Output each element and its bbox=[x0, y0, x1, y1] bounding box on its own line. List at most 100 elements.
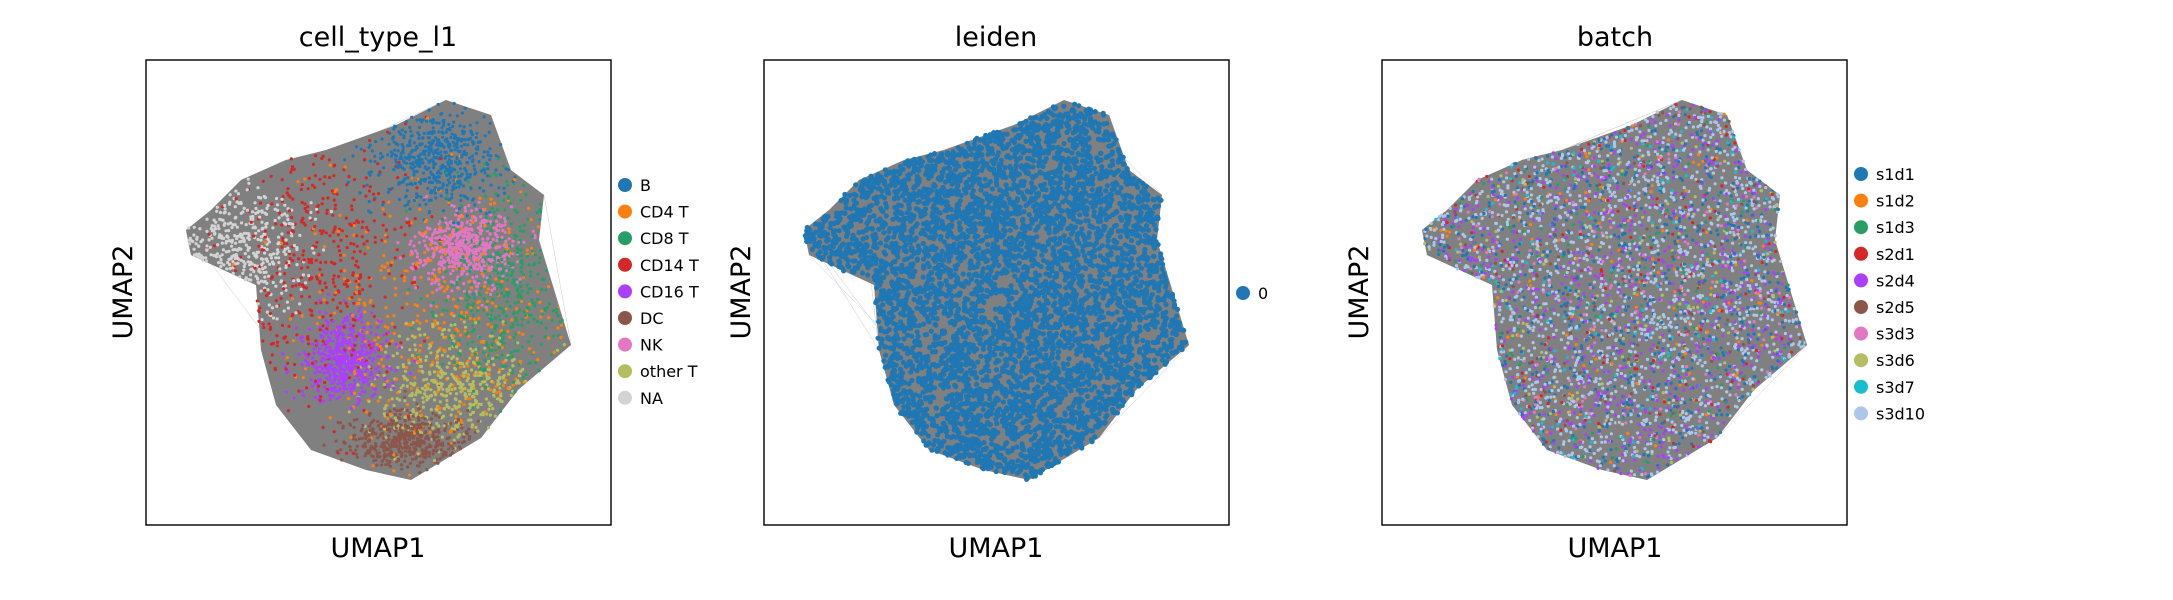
scatter-point bbox=[445, 173, 449, 177]
scatter-point bbox=[410, 251, 414, 255]
scatter-point bbox=[427, 176, 432, 180]
scatter-point bbox=[437, 169, 441, 173]
scatter-point bbox=[338, 301, 342, 305]
legend-label: NA bbox=[640, 389, 663, 408]
scatter-point bbox=[432, 430, 436, 434]
scatter-point bbox=[458, 314, 462, 318]
scatter-point bbox=[438, 270, 442, 274]
scatter-point bbox=[456, 440, 461, 444]
scatter-point bbox=[489, 202, 493, 206]
scatter-point bbox=[367, 424, 371, 428]
scatter-point bbox=[368, 185, 372, 189]
scatter-point bbox=[966, 272, 972, 278]
scatter-point bbox=[408, 144, 412, 148]
scatter-point bbox=[417, 369, 421, 373]
scatter-point bbox=[494, 154, 498, 158]
scatter-point bbox=[460, 310, 464, 314]
scatter-point bbox=[350, 295, 354, 299]
scatter-point bbox=[449, 148, 453, 152]
scatter-point bbox=[244, 231, 249, 235]
scatter-point bbox=[427, 166, 431, 170]
scatter-point bbox=[376, 399, 380, 403]
scatter-point bbox=[402, 445, 406, 450]
scatter-point bbox=[466, 376, 470, 380]
scatter-point bbox=[352, 418, 356, 422]
scatter-point bbox=[447, 447, 451, 451]
scatter-point bbox=[506, 294, 510, 298]
scatter-point bbox=[373, 350, 377, 354]
scatter-point bbox=[508, 335, 512, 339]
scatter-point bbox=[219, 218, 223, 222]
scatter-point bbox=[467, 203, 471, 208]
scatter-point bbox=[517, 381, 521, 385]
scatter-point bbox=[448, 237, 452, 242]
scatter-point bbox=[422, 339, 427, 343]
scatter-point bbox=[396, 457, 400, 461]
scatter-point bbox=[454, 213, 458, 217]
scatter-point bbox=[467, 437, 471, 441]
scatter-point bbox=[246, 177, 250, 181]
scatter-point bbox=[254, 206, 258, 211]
scatter-point bbox=[386, 314, 390, 319]
scatter-point bbox=[292, 396, 296, 400]
scatter-point bbox=[459, 224, 463, 228]
scatter-point bbox=[419, 275, 423, 280]
scatter-point bbox=[472, 141, 476, 145]
scatter-point bbox=[506, 257, 510, 261]
scatter-point bbox=[249, 215, 253, 219]
scatter-point bbox=[446, 354, 450, 358]
scatter-point bbox=[481, 168, 486, 172]
scatter-point bbox=[482, 221, 486, 225]
scatter-point bbox=[405, 408, 409, 412]
scatter-point bbox=[474, 425, 478, 429]
scatter-point bbox=[432, 155, 436, 159]
scatter-point bbox=[394, 369, 398, 373]
scatter-point bbox=[535, 211, 539, 215]
scatter-point bbox=[506, 329, 510, 333]
scatter-point bbox=[359, 273, 363, 277]
scatter-point bbox=[381, 203, 385, 207]
scatter-point bbox=[376, 192, 381, 196]
scatter-point bbox=[313, 217, 318, 221]
scatter-point bbox=[350, 353, 354, 357]
legend-label: CD14 T bbox=[640, 256, 699, 275]
scatter-point bbox=[421, 421, 425, 425]
scatter-point bbox=[412, 141, 416, 145]
scatter-point bbox=[283, 203, 287, 207]
scatter-point bbox=[362, 149, 366, 153]
scatter-point bbox=[455, 146, 459, 150]
scatter-point bbox=[355, 259, 359, 263]
scatter-point bbox=[393, 148, 397, 152]
scatter-point bbox=[321, 324, 325, 328]
scatter-point bbox=[435, 364, 439, 368]
scatter-point bbox=[209, 253, 213, 257]
scatter-point bbox=[382, 373, 386, 377]
scatter-point bbox=[462, 374, 466, 378]
scatter-point bbox=[451, 269, 455, 273]
scatter-point bbox=[403, 279, 407, 283]
scatter-point bbox=[443, 336, 447, 340]
scatter-point bbox=[510, 318, 514, 322]
scatter-point bbox=[415, 186, 419, 190]
scatter-point bbox=[219, 261, 223, 265]
scatter-point bbox=[448, 113, 452, 117]
scatter-point bbox=[427, 159, 431, 163]
scatter-point bbox=[328, 337, 332, 341]
scatter-point bbox=[463, 205, 467, 210]
scatter-point bbox=[360, 320, 364, 324]
scatter-point bbox=[295, 333, 299, 337]
scatter-point bbox=[337, 332, 341, 336]
scatter-point bbox=[326, 340, 330, 344]
scatter-point bbox=[349, 423, 353, 427]
scatter-point bbox=[205, 217, 209, 221]
scatter-point bbox=[376, 365, 380, 369]
scatter-point bbox=[465, 294, 469, 298]
scatter-point bbox=[357, 298, 362, 302]
scatter-point bbox=[288, 317, 292, 321]
scatter-point bbox=[328, 234, 332, 238]
scatter-point bbox=[499, 328, 504, 332]
scatter-point bbox=[301, 376, 305, 380]
scatter-point bbox=[388, 342, 392, 346]
scatter-point bbox=[436, 102, 440, 107]
scatter-point bbox=[245, 188, 249, 192]
